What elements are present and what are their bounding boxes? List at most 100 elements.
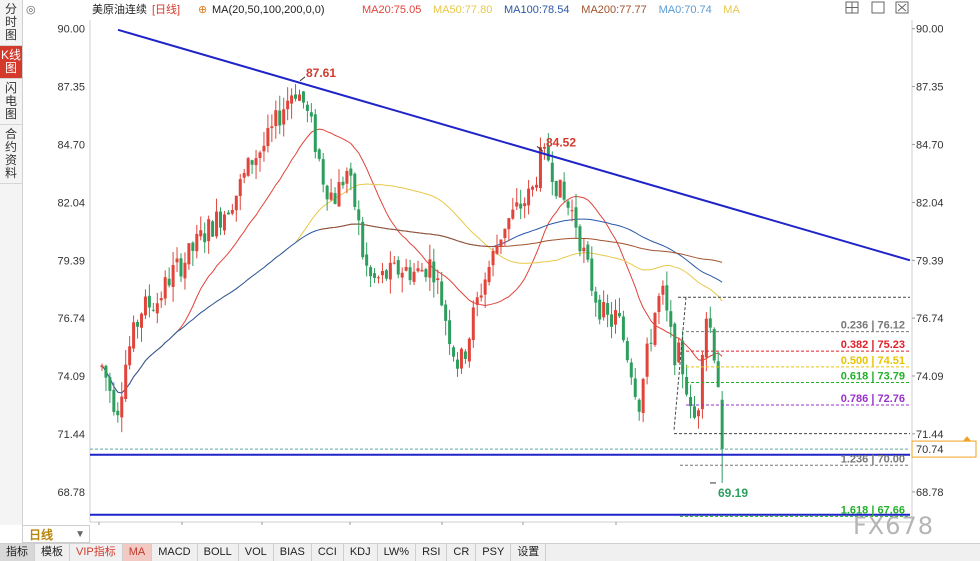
high-marker-2 [536, 145, 544, 152]
candle-body-126 [598, 299, 602, 320]
watermark: FX678 [853, 512, 935, 540]
kline-chart[interactable]: 90.00 90.00 87.35 87.35 84.70 84.70 82.04 82.04… [0, 0, 980, 525]
candle-body-37 [246, 158, 250, 176]
candle-body-123 [586, 244, 590, 260]
settings-icon[interactable]: ⊕ [198, 4, 207, 16]
candle-body-147 [681, 340, 685, 375]
candle-body-104 [511, 209, 515, 219]
tab-contract-info[interactable]: 合约资料 [0, 125, 22, 184]
candle-body-130 [614, 310, 617, 325]
candle-body-86 [440, 281, 444, 306]
candle-body-13 [151, 309, 155, 311]
candle-body-71 [380, 270, 384, 276]
candle-body-46 [282, 109, 286, 125]
candle-body-115 [554, 180, 558, 197]
candle-body-138 [645, 343, 649, 377]
candle-body-45 [278, 110, 282, 126]
candle-body-2 [108, 377, 112, 391]
candle-body-149 [689, 397, 693, 407]
candle-body-24 [195, 233, 199, 252]
candle-body-16 [163, 277, 167, 299]
candle-body-88 [448, 320, 452, 345]
candle-body-6 [124, 364, 128, 400]
candle-body-42 [266, 128, 270, 147]
candle-body-21 [183, 262, 187, 279]
close-window-icon[interactable] [895, 1, 909, 14]
candle-body-156 [716, 361, 720, 388]
toolbar-template[interactable]: 模板 [35, 544, 70, 561]
candle-body-151 [696, 410, 700, 417]
y-tick-right-4: 79.39 [916, 255, 944, 267]
toolbar-vip[interactable]: VIP指标 [70, 544, 123, 561]
tab-timeshare[interactable]: 分时图 [0, 0, 22, 46]
candle-body-26 [203, 233, 207, 243]
candle-body-113 [546, 145, 550, 161]
candle-body-111 [538, 147, 542, 188]
candle-body-14 [155, 303, 159, 314]
y-tick-left-3: 82.04 [57, 197, 85, 209]
candle-body-154 [708, 318, 712, 328]
restore-window-icon[interactable] [871, 1, 885, 14]
toolbar-indicators[interactable]: 指标 [0, 544, 35, 561]
candle-body-76 [400, 272, 404, 278]
y-tick-left-1: 87.35 [57, 82, 85, 94]
candle-body-32 [226, 212, 230, 215]
toolbar-kdj[interactable]: KDJ [344, 544, 378, 561]
labels: 90.00 90.00 87.35 87.35 84.70 84.70 82.04 82.04… [57, 24, 977, 516]
candle-body-53 [309, 112, 313, 117]
moving-average-lines [101, 128, 723, 394]
candle-body-59 [333, 193, 337, 204]
period-selector[interactable]: 日线 ▼ [22, 525, 90, 543]
candle-body-4 [116, 410, 120, 416]
toolbar-settings[interactable]: 设置 [511, 544, 547, 561]
candle-body-38 [250, 160, 254, 165]
toolbar-lw[interactable]: LW% [378, 544, 417, 561]
candle-body-144 [669, 311, 673, 327]
menu-icon[interactable]: ◎ [26, 4, 36, 16]
candle-body-28 [211, 221, 215, 237]
candle-body-136 [637, 399, 641, 412]
toolbar-cr[interactable]: CR [447, 544, 477, 561]
side-tabs: 分时图 K线图 闪电图 合约资料 [0, 0, 23, 525]
candles [100, 84, 724, 483]
candle-body-95 [475, 297, 479, 305]
tab-kline[interactable]: K线图 [0, 46, 22, 79]
fib-label-4: 0.786 | 72.76 [841, 393, 905, 405]
candle-body-116 [558, 179, 562, 198]
candle-body-36 [242, 173, 246, 178]
candle-body-5 [120, 396, 124, 418]
toolbar-cci[interactable]: CCI [312, 544, 344, 561]
current-price-tag [911, 440, 977, 458]
y-tick-left-0: 90.00 [57, 24, 85, 36]
candle-body-142 [661, 285, 665, 295]
toolbar-psy[interactable]: PSY [476, 544, 512, 561]
candle-body-94 [471, 307, 475, 340]
candle-body-110 [535, 184, 538, 188]
candle-body-78 [408, 267, 412, 281]
toolbar-ma[interactable]: MA [122, 544, 153, 561]
toolbar-macd[interactable]: MACD [152, 544, 198, 561]
toolbar-rsi[interactable]: RSI [416, 544, 448, 561]
toolbar-vol[interactable]: VOL [239, 544, 274, 561]
drawn-lines [90, 28, 911, 517]
candle-body-120 [574, 207, 578, 228]
indicator-toolbar: 指标 模板 VIP指标 MA MACD BOLL VOL BIAS CCI KD… [0, 543, 980, 561]
ma-params: MA(20,50,100,200,0,0) [212, 4, 325, 16]
tab-flash[interactable]: 闪电图 [0, 79, 22, 125]
period-label: 日线 [29, 528, 54, 542]
fib-label-5: 1.236 | 70.00 [841, 453, 905, 465]
chart-header: ◎ 美原油连续 [日线] ⊕ MA(20,50,100,200,0,0) MA2… [26, 1, 909, 16]
high-annotation-1: 87.61 [306, 66, 336, 80]
candle-body-29 [215, 211, 219, 237]
chevron-down-icon: ▼ [75, 529, 85, 540]
candle-body-146 [677, 342, 681, 363]
toolbar-boll[interactable]: BOLL [198, 544, 239, 561]
candle-body-33 [230, 210, 234, 214]
candle-body-43 [270, 126, 274, 129]
window-controls [845, 1, 909, 14]
candle-body-77 [404, 267, 408, 271]
candle-body-55 [317, 149, 321, 159]
toolbar-bias[interactable]: BIAS [274, 544, 312, 561]
candle-body-19 [175, 258, 179, 263]
candle-body-143 [665, 285, 669, 311]
